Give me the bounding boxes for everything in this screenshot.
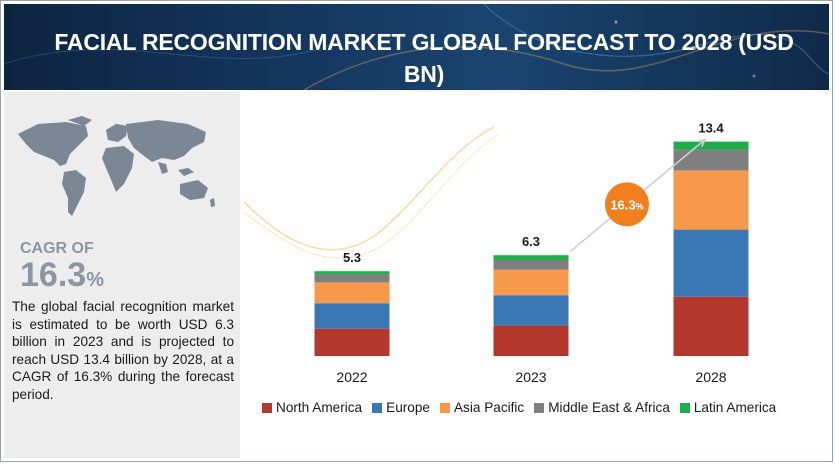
x-tick-2023: 2023 [515,369,546,385]
legend-label: Latin America [693,400,777,415]
decorative-swoosh-2 [244,133,500,259]
bar-segment-2028-1 [673,229,749,297]
legend-item-3: Middle East & Africa [534,400,670,415]
bar-segment-2028-3 [673,149,749,171]
decorative-swoosh [244,126,495,251]
x-tick-2028: 2028 [695,369,726,385]
bar-segment-2023-1 [493,295,569,326]
cagr-percent-sign: % [86,269,104,291]
legend-item-4: Latin America [679,400,777,415]
legend-swatch [262,402,272,413]
bar-segment-2023-3 [493,260,569,270]
x-tick-2022: 2022 [336,369,367,385]
bar-segment-2023-2 [493,269,569,296]
legend-swatch [439,402,450,413]
bar-segment-2028-0 [673,296,749,356]
total-label-2022: 5.3 [343,250,361,265]
stacked-bar-chart: 5.3 2022 6.3 2023 13.4 2028 16.3% [244,121,749,385]
total-label-2023: 6.3 [522,234,540,249]
chart-legend: North America Europe Asia Pacific Middle Ea… [262,400,822,415]
market-description: The global facial recognition market is … [12,299,234,402]
total-label-2028: 13.4 [698,121,724,136]
bar-segment-2023-0 [493,325,569,356]
legend-item-2: Asia Pacific [439,400,525,415]
cagr-number: 16.3 [20,256,87,294]
legend-label: Middle East & Africa [548,400,670,415]
trend-arrow-head [697,138,707,148]
chart-title: FACIAL RECOGNITION MARKET GLOBAL FORECAS… [54,29,794,87]
legend-label: North America [276,400,363,415]
legend-swatch [372,402,383,413]
world-map-icon [18,116,215,216]
bar-segment-2028-4 [673,141,749,150]
legend-label: Asia Pacific [453,400,525,415]
legend-item-1: Europe [372,400,430,415]
cagr-badge-label: 16.3% [610,197,643,212]
banner-decoration [4,4,829,90]
legend-swatch [679,402,690,413]
cagr-badge [604,182,649,227]
cagr-value: 16.3% [20,256,104,299]
bar-segment-2022-0 [314,328,390,356]
legend-swatch [534,402,545,413]
bar-segment-2022-1 [314,303,390,329]
bar-segment-2022-4 [314,271,390,275]
title-banner: FACIAL RECOGNITION MARKET GLOBAL FORECAS… [4,4,829,90]
cagr-label: CAGR OF [20,240,94,257]
bar-segment-2022-3 [314,274,390,283]
legend-item-0: North America [262,400,362,415]
bar-segment-2022-2 [314,282,390,304]
bar-segment-2028-2 [673,170,749,230]
legend-label: Europe [386,400,430,415]
bar-segment-2023-4 [493,255,569,260]
